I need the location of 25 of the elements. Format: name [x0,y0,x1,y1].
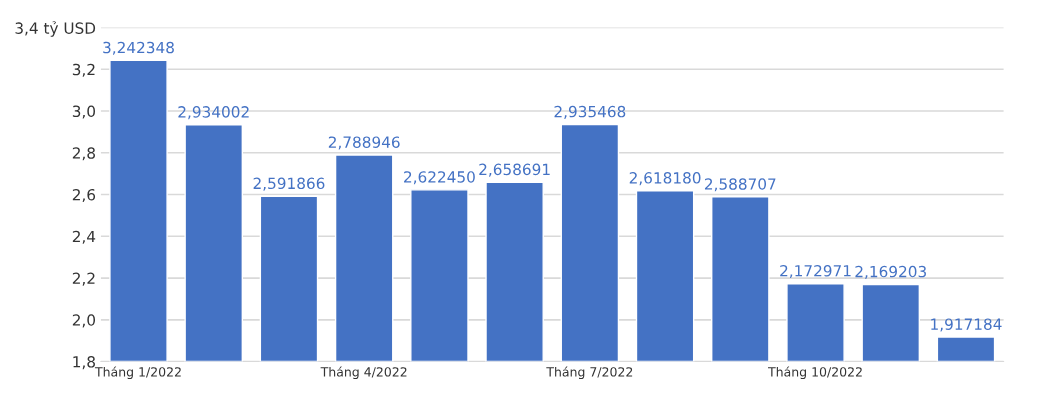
data-label: 2,658691 [479,163,550,177]
y-tick-label: 2,2 [72,272,95,286]
y-tick-label: 2,6 [72,189,96,203]
data-label: 2,591866 [253,177,325,191]
data-label: 2,588707 [704,178,776,192]
y-tick-label: 2,0 [72,314,96,328]
data-label: 3,242348 [103,41,174,55]
y-tick-label: 3,2 [72,63,95,77]
y-tick-label: 2,8 [72,147,95,161]
data-label: 2,934002 [178,106,249,120]
data-label: 2,935468 [554,105,626,119]
data-label: 1,917184 [931,318,1002,332]
y-tick-label: 3,0 [72,105,96,119]
x-tick-label: Tháng 4/2022 [320,366,407,380]
data-label: 2,622450 [404,171,475,185]
x-tick-label: Tháng 10/2022 [768,366,862,380]
data-label: 2,788946 [328,136,400,150]
y-tick-label: 3,4 tỷ USD [15,21,96,37]
data-label: 2,618180 [629,172,701,186]
y-tick-label: 2,4 [72,230,96,244]
x-tick-label: Tháng 1/2022 [94,366,181,380]
data-label: 2,172971 [780,265,851,279]
x-tick-label: Tháng 7/2022 [546,366,633,380]
y-tick-label: 1,8 [73,356,95,370]
data-label: 2,169203 [855,265,926,279]
